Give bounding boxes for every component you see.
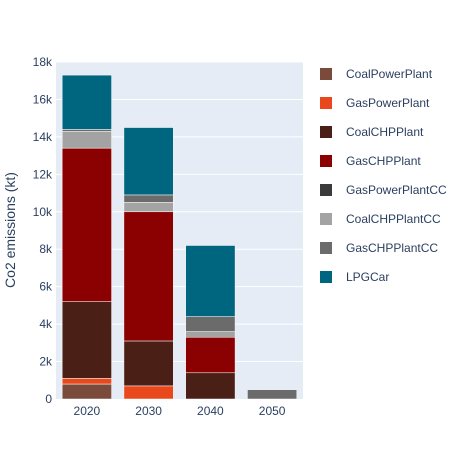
bar-segment-GasCHPPlant-2040[interactable] bbox=[185, 336, 236, 374]
bar-segment-LPGCar-2030[interactable] bbox=[123, 127, 174, 196]
bar-segment-CoalCHPPlantCC-2020[interactable] bbox=[61, 131, 112, 149]
y-tick-label: 14k bbox=[33, 130, 53, 144]
bar-segment-LPGCar-2040[interactable] bbox=[185, 245, 236, 317]
bar-segment-GasCHPPlantCC-2050[interactable] bbox=[247, 389, 298, 400]
legend-swatch bbox=[320, 271, 332, 283]
legend-item-LPGCar[interactable]: LPGCar bbox=[320, 270, 389, 284]
bar-segment-CoalCHPPlantCC-2030[interactable] bbox=[123, 202, 174, 213]
y-tick-label: 4k bbox=[39, 317, 53, 331]
x-axis-ticks: 2020 2030 2040 2050 bbox=[74, 404, 286, 418]
y-tick-label: 12k bbox=[33, 167, 53, 181]
legend-swatch bbox=[320, 126, 332, 138]
legend-swatch bbox=[320, 68, 332, 80]
x-tick-label: 2040 bbox=[197, 404, 224, 418]
bar-segment-CoalCHPPlantCC-2040[interactable] bbox=[185, 331, 236, 338]
legend-swatch bbox=[320, 213, 332, 225]
y-tick-label: 16k bbox=[33, 92, 53, 106]
legend-label: GasPowerPlantCC bbox=[346, 183, 447, 197]
y-axis-ticks: 0 2k 4k 6k 8k 10k 12k 14k 16k 18k bbox=[33, 55, 53, 406]
bar-segment-GasCHPPlantCC-2040[interactable] bbox=[185, 316, 236, 332]
legend-item-CoalCHPPlant[interactable]: CoalCHPPlant bbox=[320, 125, 424, 139]
bar-segment-GasCHPPlantCC-2030[interactable] bbox=[123, 194, 174, 203]
legend-label: GasPowerPlant bbox=[346, 96, 430, 110]
legend-item-GasPowerPlant[interactable]: GasPowerPlant bbox=[320, 96, 430, 110]
bar-segment-LPGCar-2020[interactable] bbox=[61, 74, 112, 130]
bar-segment-CoalCHPPlant-2030[interactable] bbox=[123, 340, 174, 387]
legend-item-CoalPowerPlant[interactable]: CoalPowerPlant bbox=[320, 67, 433, 81]
y-tick-label: 0 bbox=[45, 392, 52, 406]
y-tick-label: 2k bbox=[39, 355, 53, 369]
bars bbox=[61, 74, 298, 400]
bar-segment-CoalCHPPlant-2020[interactable] bbox=[61, 301, 112, 379]
legend-swatch bbox=[320, 242, 332, 254]
y-tick-label: 6k bbox=[39, 280, 53, 294]
y-tick-label: 8k bbox=[39, 242, 53, 256]
legend-label: CoalCHPPlant bbox=[346, 125, 424, 139]
bar-segment-GasPowerPlant-2020[interactable] bbox=[61, 378, 112, 385]
legend-label: CoalCHPPlantCC bbox=[346, 212, 441, 226]
y-tick-label: 10k bbox=[33, 205, 53, 219]
legend-label: LPGCar bbox=[346, 270, 389, 284]
legend-item-GasCHPPlantCC[interactable]: GasCHPPlantCC bbox=[320, 241, 438, 255]
bar-segment-GasPowerPlant-2030[interactable] bbox=[123, 385, 174, 400]
bar-segment-CoalPowerPlant-2020[interactable] bbox=[61, 383, 112, 400]
x-tick-label: 2030 bbox=[135, 404, 162, 418]
y-axis-title: Co2 emissions (kt) bbox=[2, 172, 18, 288]
x-tick-label: 2050 bbox=[259, 404, 286, 418]
legend-item-CoalCHPPlantCC[interactable]: CoalCHPPlantCC bbox=[320, 212, 441, 226]
bar-segment-CoalCHPPlant-2040[interactable] bbox=[185, 372, 236, 400]
legend-label: GasCHPPlant bbox=[346, 154, 421, 168]
bar-segment-GasCHPPlant-2020[interactable] bbox=[61, 147, 112, 302]
legend-label: CoalPowerPlant bbox=[346, 67, 433, 81]
y-tick-label: 18k bbox=[33, 55, 53, 69]
bar-segment-GasCHPPlantCC-2020[interactable] bbox=[61, 129, 112, 132]
legend-swatch bbox=[320, 184, 332, 196]
x-tick-label: 2020 bbox=[74, 404, 101, 418]
legend[interactable]: CoalPowerPlant GasPowerPlant CoalCHPPlant G… bbox=[320, 67, 447, 284]
bar-segment-GasCHPPlant-2030[interactable] bbox=[123, 211, 174, 342]
legend-item-GasCHPPlant[interactable]: GasCHPPlant bbox=[320, 154, 421, 168]
legend-label: GasCHPPlantCC bbox=[346, 241, 438, 255]
legend-swatch bbox=[320, 97, 332, 109]
legend-swatch bbox=[320, 155, 332, 167]
legend-item-GasPowerPlantCC[interactable]: GasPowerPlantCC bbox=[320, 183, 447, 197]
